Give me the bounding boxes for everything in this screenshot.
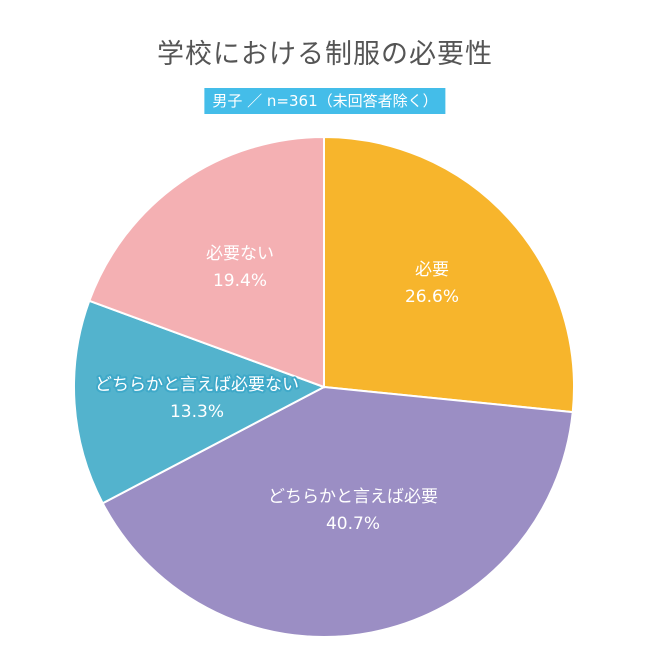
slice-category-label: どちらかと言えば必要 [268,487,438,507]
slice-dochiraka-hitsuyounai [73,299,327,505]
slice-category-label: 必要 [415,260,449,280]
slice-category-label: どちらかと言えば必要ない [95,375,299,395]
sample-size-badge: 男子 ／ n=361（未回答者除く） [204,88,446,114]
slice-value-label: 26.6% [405,287,459,307]
slice-category-label: 必要ない [206,244,274,264]
slice-value-label: 19.4% [213,271,267,291]
slice-hitsuyou [323,135,575,414]
slice-value-label: 40.7% [326,514,380,534]
slice-hitsuyounai [88,135,325,389]
slice-value-label: 13.3% [170,402,224,422]
chart-title: 学校における制服の必要性 [157,39,493,70]
slice-dochiraka-hitsuyou [101,385,574,638]
